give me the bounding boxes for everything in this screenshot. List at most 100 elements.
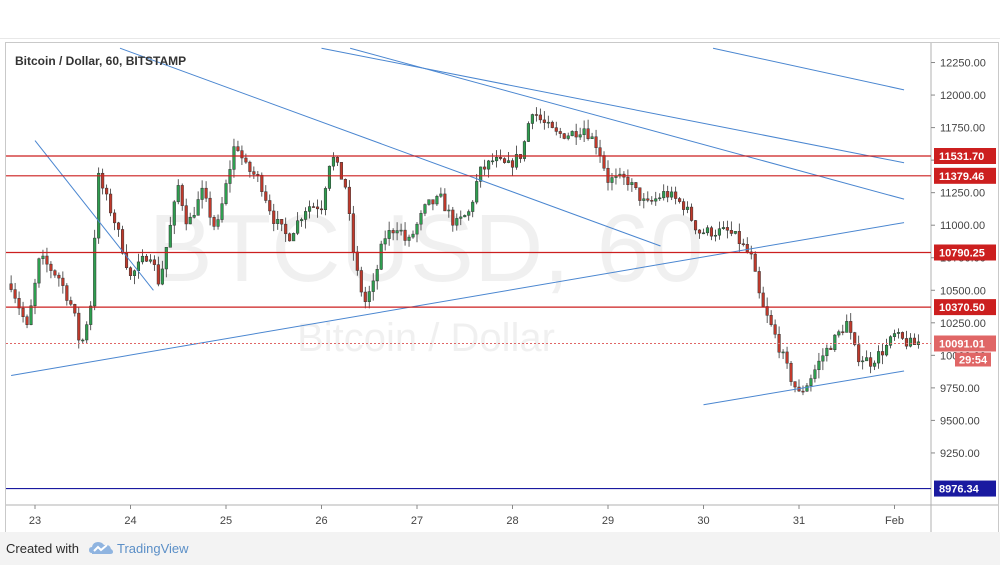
- candle: [761, 286, 765, 307]
- candle-body: [725, 227, 729, 231]
- candle-body: [729, 230, 733, 234]
- candle: [387, 221, 391, 246]
- candle: [49, 261, 53, 279]
- candle: [327, 165, 332, 191]
- candle: [212, 215, 216, 231]
- candle-body: [188, 217, 192, 225]
- candle-body: [447, 209, 451, 212]
- candle: [232, 138, 236, 178]
- candle-body: [654, 198, 658, 202]
- candle-body: [578, 134, 582, 138]
- candle-body: [280, 218, 284, 225]
- candle-body: [284, 223, 288, 235]
- level-price-label: 10790.25: [939, 247, 985, 259]
- candle: [140, 249, 144, 265]
- candle: [407, 234, 411, 247]
- candle-body: [208, 197, 212, 218]
- x-tick-label: 28: [506, 515, 518, 527]
- candle: [256, 171, 260, 183]
- candle-body: [499, 157, 503, 159]
- candle-body: [387, 230, 391, 239]
- candle: [323, 186, 328, 216]
- candle-body: [642, 198, 646, 201]
- candle: [785, 346, 789, 369]
- candle: [881, 342, 885, 365]
- candle: [530, 113, 534, 130]
- candle-body: [602, 155, 606, 169]
- candle-body: [463, 215, 467, 218]
- candle-body: [582, 128, 586, 135]
- candle-body: [861, 360, 865, 363]
- candle: [622, 171, 626, 186]
- candle-body: [164, 247, 168, 270]
- candle-body: [650, 200, 654, 202]
- candle-body: [562, 133, 566, 139]
- candle-body: [144, 255, 148, 262]
- candle: [292, 232, 296, 242]
- candle: [427, 199, 431, 206]
- candle: [705, 225, 710, 236]
- candle: [578, 127, 582, 140]
- candle: [817, 352, 821, 379]
- candle-body: [833, 334, 837, 350]
- candle-body: [268, 200, 272, 212]
- candle: [260, 172, 264, 197]
- candle: [701, 228, 706, 235]
- candle-body: [327, 165, 332, 189]
- candle-body: [789, 362, 793, 382]
- candle: [693, 219, 698, 235]
- y-tick-label: 9500.00: [940, 415, 980, 427]
- candle: [120, 225, 125, 255]
- candle-body: [148, 259, 152, 262]
- candle: [296, 212, 300, 236]
- candle-body: [113, 212, 117, 224]
- candle-body: [666, 191, 670, 198]
- candle-body: [319, 208, 324, 211]
- candle: [379, 240, 383, 271]
- candle: [884, 338, 889, 357]
- candle-body: [256, 174, 260, 176]
- candle: [109, 188, 113, 217]
- candle: [586, 119, 590, 141]
- candle: [638, 187, 642, 206]
- candle-body: [33, 282, 37, 307]
- candle-body: [184, 205, 188, 225]
- candle-body: [896, 332, 901, 334]
- candle-body: [697, 229, 702, 234]
- candle-body: [837, 331, 841, 336]
- candle-body: [264, 191, 268, 201]
- candle: [252, 166, 256, 179]
- candle: [542, 111, 546, 130]
- tradingview-brand-link[interactable]: TradingView: [117, 541, 189, 556]
- candle: [359, 266, 363, 297]
- candle: [725, 220, 729, 239]
- countdown-label: 29:54: [959, 354, 988, 366]
- candle-body: [288, 233, 292, 242]
- candle: [168, 216, 172, 248]
- candle: [892, 329, 897, 341]
- candle: [861, 356, 865, 370]
- candle-body: [912, 337, 916, 345]
- candle-body: [892, 333, 897, 337]
- candle-body: [200, 187, 204, 200]
- candle: [837, 329, 841, 338]
- candle: [367, 285, 371, 309]
- candle-body: [769, 315, 773, 325]
- candle-body: [813, 369, 817, 379]
- y-tick-label: 12000.00: [940, 90, 986, 102]
- candle: [662, 184, 666, 201]
- candle-body: [41, 255, 45, 259]
- chart-container[interactable]: BTCUSD, 60 Bitcoin / Dollar 9250.00 9500.00…: [5, 42, 999, 534]
- candle: [518, 154, 523, 163]
- candle: [339, 162, 343, 180]
- y-tick-label: 11750.00: [940, 123, 985, 135]
- candle: [276, 210, 280, 230]
- candle: [403, 222, 407, 246]
- tradingview-cloud-icon[interactable]: [88, 538, 114, 558]
- candle-body: [737, 231, 741, 244]
- candle: [455, 213, 459, 231]
- y-tick-label: 10500.00: [940, 285, 986, 297]
- level-price-tag: [934, 299, 996, 316]
- candle: [900, 331, 905, 341]
